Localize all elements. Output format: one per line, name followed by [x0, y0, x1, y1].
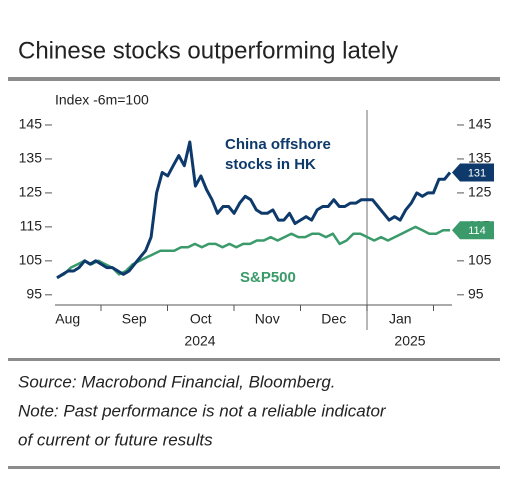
- annotation: stocks in HK: [225, 156, 316, 173]
- series-line: [56, 140, 452, 280]
- x-tick-label: Dec: [321, 311, 346, 327]
- y2-tick-label: 125: [468, 184, 492, 200]
- y-tick-label: 145: [19, 116, 43, 132]
- annotation: China offshore: [225, 136, 331, 153]
- note: of current or future results: [18, 430, 213, 449]
- y2-tick-label: 105: [468, 252, 492, 268]
- y-tick-label: 105: [19, 252, 43, 268]
- end-label-box: [452, 163, 494, 182]
- end-label: 114: [468, 225, 486, 237]
- year-label: 2025: [394, 333, 425, 349]
- divider: [8, 466, 500, 469]
- end-label-box: [452, 221, 494, 240]
- end-label: 131: [468, 167, 486, 179]
- note: Note: Past performance is not a reliable…: [18, 401, 387, 420]
- y-tick-label: 115: [20, 218, 43, 234]
- y-tick-label: 135: [19, 150, 43, 166]
- x-tick-label: Aug: [55, 311, 80, 327]
- y2-tick-label: 135: [468, 150, 492, 166]
- y-tick-label: 125: [19, 184, 43, 200]
- year-label: 2024: [184, 333, 215, 349]
- divider: [8, 358, 500, 361]
- x-tick-label: Sep: [122, 311, 147, 327]
- y2-tick-label: 95: [468, 286, 484, 302]
- x-tick-label: Nov: [255, 311, 280, 327]
- note: Source: Macrobond Financial, Bloomberg.: [18, 372, 336, 391]
- y2-tick-label: 145: [468, 116, 492, 132]
- x-tick-label: Jan: [389, 311, 412, 327]
- chart-title: Chinese stocks outperforming lately: [18, 37, 398, 64]
- axis-subtitle: Index -6m=100: [55, 92, 149, 108]
- y-tick-label: 95: [26, 286, 42, 302]
- divider: [8, 77, 500, 81]
- x-tick-label: Oct: [190, 311, 212, 327]
- annotation: S&P500: [240, 269, 296, 286]
